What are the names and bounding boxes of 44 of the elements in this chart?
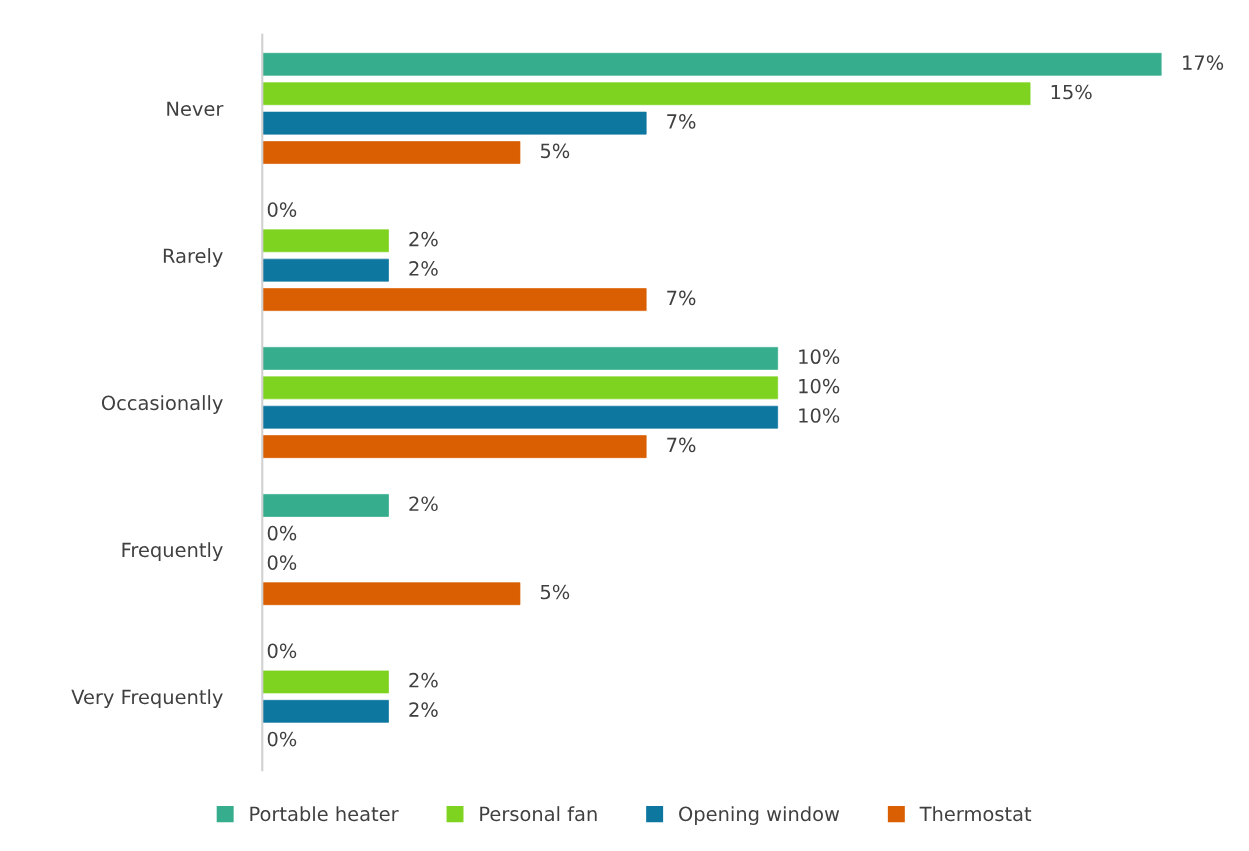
bar	[262, 52, 1162, 76]
data-label: 0%	[267, 643, 297, 659]
bar	[262, 111, 647, 135]
data-label: 7%	[667, 114, 696, 129]
bar	[262, 405, 779, 429]
data-label: 15%	[1051, 84, 1092, 100]
bar	[262, 670, 389, 694]
data-label: 17%	[1183, 55, 1224, 70]
y-tick-label: Very Frequently	[71, 689, 223, 709]
data-label: 0%	[267, 731, 297, 747]
data-label: 7%	[667, 290, 696, 306]
bar	[262, 376, 779, 400]
data-label: 2%	[409, 672, 438, 688]
bar	[262, 347, 779, 370]
bar	[262, 141, 521, 164]
y-tick-label: Never	[167, 101, 224, 117]
bar	[262, 435, 647, 459]
data-label: 2%	[409, 496, 438, 512]
y-tick-label: Frequently	[122, 542, 223, 562]
y-tick-label: Occasionally	[101, 395, 223, 414]
bar	[262, 288, 647, 311]
data-label: 5%	[540, 143, 570, 159]
data-label: 0%	[267, 202, 297, 217]
legend-label: Thermostat	[919, 806, 1032, 822]
data-label: 10%	[799, 378, 840, 394]
data-label: 7%	[667, 437, 696, 453]
legend-label: Personal fan	[480, 806, 597, 822]
data-label: 10%	[799, 349, 840, 365]
y-tick-label: Rarely	[163, 248, 223, 267]
bar	[262, 82, 1031, 106]
bar	[262, 229, 389, 253]
data-label: 0%	[267, 555, 297, 570]
data-label: 10%	[799, 408, 840, 423]
data-label: 0%	[267, 525, 297, 541]
data-label: 2%	[409, 702, 438, 717]
data-label: 2%	[409, 231, 438, 247]
data-label: 5%	[540, 584, 570, 600]
bar	[262, 699, 389, 723]
bar	[262, 494, 389, 517]
bar	[262, 582, 521, 606]
data-label: 2%	[409, 261, 438, 276]
legend-label: Portable heater	[250, 806, 399, 822]
legend-label: Opening window	[679, 806, 840, 825]
bar	[262, 258, 389, 282]
